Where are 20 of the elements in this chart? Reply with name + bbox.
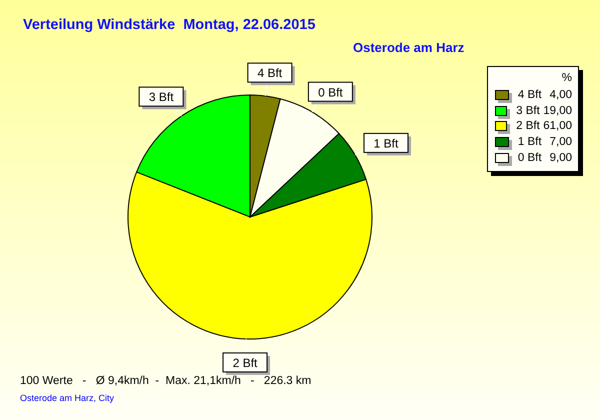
data-label: 61,00 <box>543 120 573 132</box>
chart-title: Verteilung Windstärke Montag, 22.06.2015 <box>23 17 316 33</box>
text: 100 Werte - Ø 9,4km/h - Max. 21,1km/h - 226.3 km <box>20 375 312 387</box>
legend-label: 4 Bft <box>518 88 543 101</box>
legend-label: 2 Bft <box>516 120 541 132</box>
legend-label: 1 Bft <box>518 136 543 148</box>
legend-title: % <box>560 71 573 86</box>
data-label: 19,00 <box>543 104 573 117</box>
data-label: 9,00 <box>550 152 573 164</box>
slice-label: 2 Bft <box>232 356 258 370</box>
slice-label: 4 Bft <box>257 66 283 80</box>
legend-label: 0 Bft <box>518 152 543 164</box>
slice-label: 1 Bft <box>374 136 399 150</box>
chart-subtitle: Osterode am Harz <box>353 40 464 55</box>
legend-label: 3 Bft <box>516 104 541 117</box>
text: Osterode am Harz, City <box>20 393 114 403</box>
slice-label: 0 Bft <box>318 85 344 100</box>
slice-label: 3 Bft <box>148 90 174 104</box>
data-label: 4,00 <box>550 88 573 101</box>
data-label: 7,00 <box>550 136 573 148</box>
